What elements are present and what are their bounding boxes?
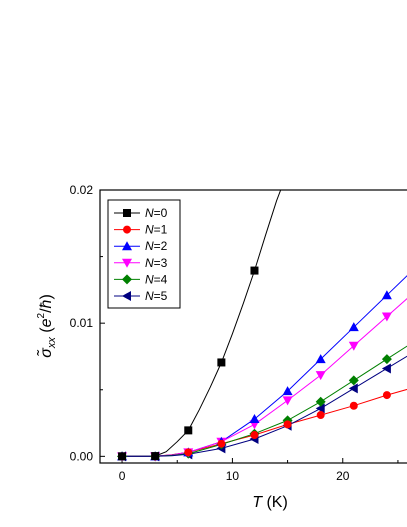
axes: 0 10 20 0.00 0.01 0.02 [70,183,399,483]
legend-label: N=2 [145,239,168,253]
legend-box [107,199,181,309]
plot-frame [99,189,407,464]
data-point-n4 [381,354,392,365]
legend-marker [122,241,132,251]
data-point-n1 [184,448,193,457]
y-axis-title: σ̃xx (e2/ħ) [35,294,58,358]
y-tick-label: 0.02 [70,183,94,197]
series-line-n3 [122,298,407,457]
data-point-n0 [217,358,226,367]
legend-marker [122,274,132,285]
data-point-n4 [348,375,359,386]
legend-marker [122,291,131,301]
legend-marker [123,209,131,217]
y-tick-label: 0.01 [70,316,94,330]
data-point-n1 [283,420,292,429]
data-point-n1 [217,439,226,448]
legend: N=0 N=1 N=2 N=3 N=4 N=5 [114,206,168,303]
legend-label: N=3 [145,256,168,270]
data-point-n3 [348,341,359,351]
legend-label: N=4 [145,272,168,286]
data-point-n3 [381,312,392,322]
data-point-n2 [381,290,392,300]
legend-marker [122,258,132,268]
data-point-n5 [348,383,358,394]
x-tick-label: 20 [336,469,350,483]
y-tick-label: 0.00 [70,449,94,463]
series-line-n4 [122,345,407,457]
legend-label: N=1 [145,223,168,237]
data-point-n1 [316,411,325,420]
data-point-n2 [315,354,326,364]
data-point-n3 [315,371,326,381]
x-axis-title: T (K) [252,494,288,511]
data-point-n3 [282,396,293,406]
data-point-n1 [250,431,259,440]
data-point-n1 [349,401,358,410]
data-point-n5 [315,403,325,414]
data-point-n2 [249,414,260,424]
legend-marker [123,225,131,234]
data-point-n5 [381,363,391,374]
data-point-n0 [151,452,160,461]
data-point-n0 [184,426,193,435]
x-tick-label: 0 [119,469,126,483]
data-point-n2 [282,386,293,396]
data-point-n1 [382,391,391,400]
series-line-n1 [122,388,407,457]
data-point-n2 [348,322,359,332]
legend-label: N=5 [145,289,168,303]
data-point-n0 [118,452,127,461]
markers [117,266,392,462]
data-point-n0 [250,266,259,275]
data-point-n4 [315,396,326,407]
legend-label: N=0 [145,206,168,220]
x-tick-label: 10 [226,469,240,483]
